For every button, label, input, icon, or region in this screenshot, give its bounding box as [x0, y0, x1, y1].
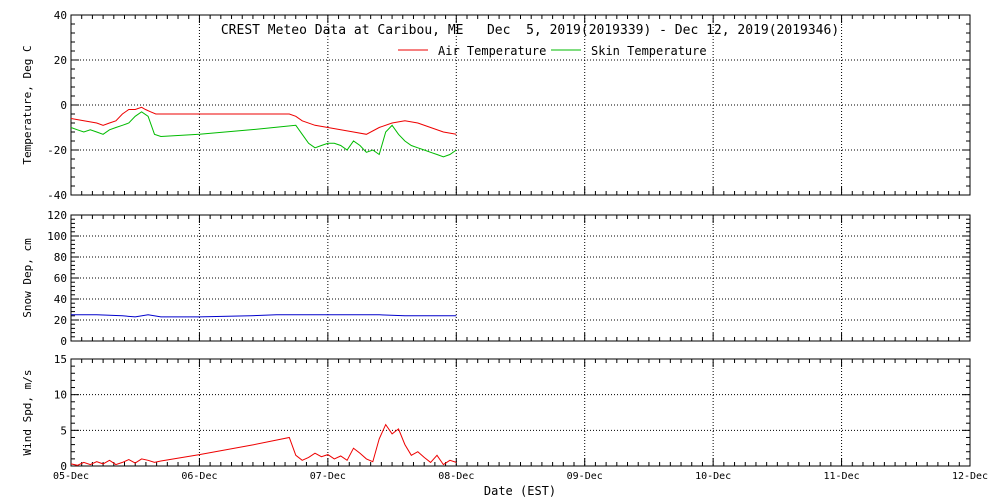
y-tick-label: 0: [60, 335, 67, 348]
y-tick-label: 20: [54, 314, 67, 327]
series-line: [70, 106, 457, 135]
panel-frame: [70, 214, 971, 342]
y-tick-label: -20: [47, 144, 67, 157]
y-tick-label: 20: [54, 54, 67, 67]
y-tick-label: 15: [54, 353, 67, 366]
y-tick-label: 0: [60, 460, 67, 473]
series-line: [71, 314, 457, 318]
y-axis-label: Wind Spd, m/s: [21, 369, 34, 455]
panels-layer: -40 -20 0 20 40 Temperature, Deg C 0 20 40 60 80 10…: [21, 9, 988, 482]
y-tick-label: 10: [54, 389, 67, 402]
y-axis-label: Snow Dep, cm: [21, 238, 34, 318]
x-tick-label: 10-Dec: [695, 471, 731, 482]
chart-title: CREST Meteo Data at Caribou, ME Dec 5, 2…: [221, 23, 839, 38]
x-tick-label: 11-Dec: [824, 471, 860, 482]
panel-frame: [70, 14, 971, 196]
x-axis-label: Date (EST): [484, 484, 556, 498]
series-line: [70, 111, 457, 158]
x-tick-label: 08-Dec: [438, 471, 474, 482]
series-line: [70, 423, 457, 466]
x-tick-label: 05-Dec: [53, 471, 89, 482]
x-tick-label: 06-Dec: [181, 471, 217, 482]
legend-label-air: Air Temperature: [438, 44, 546, 58]
x-tick-label: 07-Dec: [310, 471, 346, 482]
y-tick-label: 80: [54, 251, 67, 264]
y-tick-label: 40: [54, 9, 67, 22]
y-tick-label: 100: [47, 230, 67, 243]
y-tick-label: 5: [60, 424, 67, 437]
y-tick-label: 0: [60, 99, 67, 112]
x-tick-label: 09-Dec: [567, 471, 603, 482]
y-tick-label: 60: [54, 272, 67, 285]
y-tick-label: 120: [47, 209, 67, 222]
x-tick-label: 12-Dec: [952, 471, 988, 482]
legend: Air Temperature Skin Temperature: [398, 44, 707, 58]
panel-frame: [70, 358, 971, 467]
y-tick-label: 40: [54, 293, 67, 306]
y-axis-label: Temperature, Deg C: [21, 45, 34, 164]
y-tick-label: -40: [47, 189, 67, 202]
legend-label-skin: Skin Temperature: [591, 44, 707, 58]
